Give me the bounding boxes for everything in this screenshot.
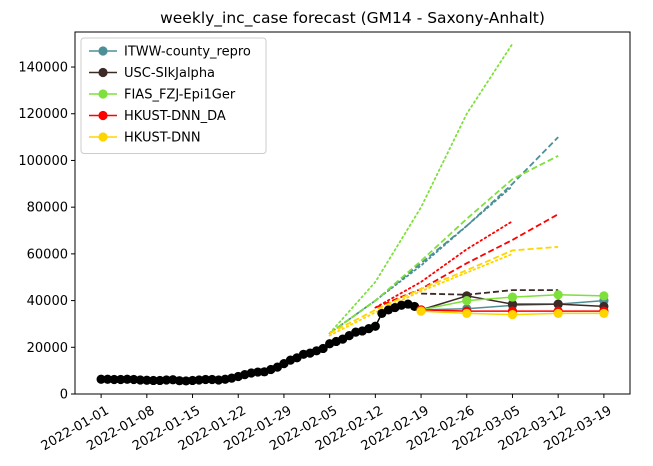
observed-series [96,299,426,386]
observed-point [109,374,119,385]
series-point-hkust-dnn [599,308,609,319]
observed-point [142,375,152,385]
series-point-fias-fzj-epi1ger [462,295,472,306]
forecast-dashed-line-hkust-dnn [329,246,559,335]
chart-title: weekly_inc_case forecast (GM14 - Saxony-… [160,9,545,28]
y-tick-label: 20000 [27,341,68,356]
observed-point [181,376,191,386]
forecast-dashed-line-fias-fzj-epi1ger [329,154,559,335]
series-point-hkust-dnn [507,309,518,320]
y-tick-label: 40000 [27,294,68,309]
legend-swatch-marker [98,67,108,78]
legend-label: USC-SIkJalpha [124,66,215,81]
legend-swatch-marker [98,110,108,121]
observed-point [96,374,106,384]
observed-point [253,367,263,377]
observed-point [155,375,165,386]
forecast-lines [328,42,559,337]
observed-point [129,374,139,385]
series-point-fias-fzj-epi1ger [507,292,518,302]
y-tick-label: 100000 [18,154,68,169]
observed-point [116,374,126,385]
y-tick-label: 120000 [18,107,68,122]
observed-point [135,375,145,385]
forecast-dotted-line-hkust-dnn-da [374,220,514,309]
plot-frame [74,31,631,395]
legend-label: ITWW-county_repro [124,45,251,60]
model-series [416,290,609,320]
observed-point [370,321,380,331]
y-tick-label: 0 [60,388,68,403]
x-axis: 2022-01-012022-01-082022-01-152022-01-22… [39,394,614,454]
legend-swatch-marker [98,132,108,142]
forecast-dashed-line-usc-sikjalpha [421,289,559,296]
legend: ITWW-county_repro USC-SIkJalpha FIAS_FZJ-E… [80,37,267,154]
y-tick-label: 80000 [27,201,68,216]
legend-box [80,37,267,154]
legend-swatch-marker [98,46,108,56]
series-point-usc-sikjalpha [553,299,563,309]
observed-point [187,375,198,386]
observed-point [103,374,113,384]
forecast-dotted-line-hkust-dnn [328,252,514,337]
legend-label: HKUST-DNN [124,131,201,146]
legend-swatch-marker [98,89,108,99]
observed-point [161,375,172,385]
series-point-hkust-dnn [416,306,426,316]
y-tick-label: 60000 [27,247,68,262]
series-point-hkust-dnn [553,308,563,319]
series-point-fias-fzj-epi1ger [599,291,609,301]
legend-label: FIAS_FZJ-Epi1Ger [124,88,236,103]
observed-point [318,343,328,354]
y-tick-label: 140000 [18,61,68,76]
legend-label: HKUST-DNN_DA [124,109,226,124]
observed-point [174,376,185,386]
observed-point [122,374,132,384]
series-point-fias-fzj-epi1ger [553,290,563,300]
forecast-dotted-line-fias-fzj-epi1ger [328,42,514,335]
observed-point [148,375,158,386]
observed-point [207,374,217,385]
y-axis: 0 20000 40000 60000 80000 100000 120000 140000 [18,61,75,403]
series-point-usc-sikjalpha [507,299,518,309]
observed-point [194,375,204,385]
observed-point [200,374,211,385]
series-point-hkust-dnn [462,308,472,319]
